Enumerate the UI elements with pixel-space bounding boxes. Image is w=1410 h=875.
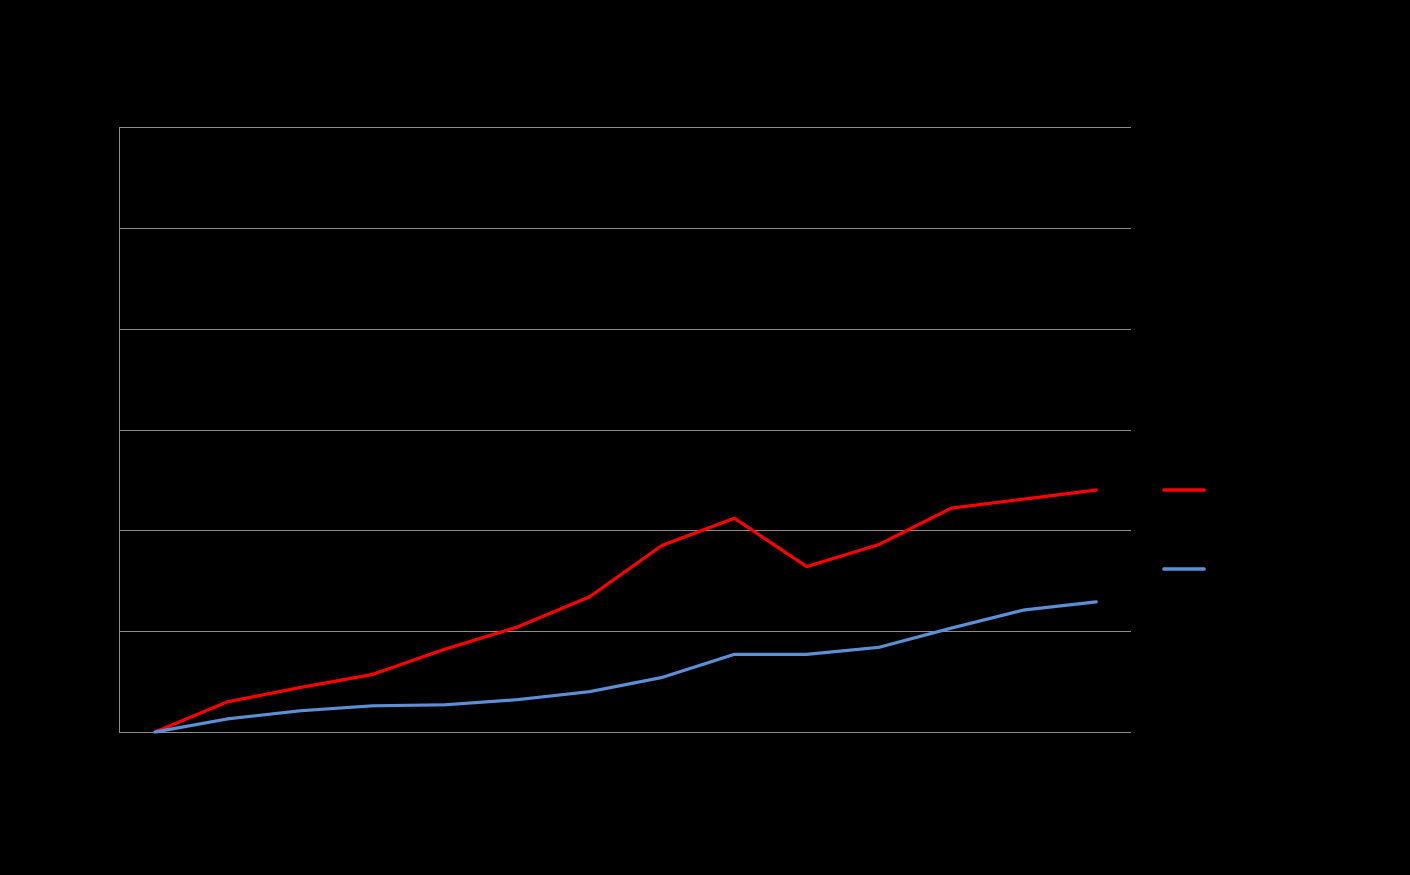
data-point-s1-4 bbox=[371, 673, 374, 676]
data-point-s2-4 bbox=[371, 704, 374, 707]
data-point-s1-5 bbox=[443, 648, 446, 651]
series-lines bbox=[153, 488, 1098, 734]
data-point-s2-6 bbox=[515, 698, 519, 701]
data-point-s1-7 bbox=[588, 595, 591, 599]
data-point-s2-3 bbox=[298, 709, 301, 712]
data-point-s1-12 bbox=[950, 506, 953, 510]
series-line-1 bbox=[153, 488, 1098, 734]
series-line-2 bbox=[153, 600, 1098, 734]
data-point-s1-10 bbox=[805, 565, 808, 568]
legend bbox=[1162, 488, 1206, 571]
data-point-s2-5 bbox=[443, 703, 446, 706]
data-point-s2-10 bbox=[805, 653, 808, 656]
data-point-s2-1 bbox=[153, 730, 157, 734]
data-point-s2-11 bbox=[877, 646, 881, 649]
data-point-s2-13 bbox=[1022, 608, 1025, 612]
data-point-s1-11 bbox=[877, 543, 881, 546]
data-point-s2-2 bbox=[226, 717, 229, 721]
data-point-s1-13 bbox=[1022, 497, 1025, 501]
data-point-s1-8 bbox=[660, 544, 663, 547]
data-point-s1-6 bbox=[515, 625, 519, 629]
data-point-s1-9 bbox=[733, 517, 736, 520]
data-point-s2-12 bbox=[950, 626, 953, 630]
data-point-s2-14 bbox=[1095, 600, 1098, 604]
gridlines bbox=[119, 127, 1131, 733]
data-point-s2-9 bbox=[733, 653, 736, 656]
data-point-s1-3 bbox=[298, 686, 301, 689]
data-point-s2-8 bbox=[660, 676, 663, 679]
data-point-s1-14 bbox=[1095, 488, 1098, 492]
data-point-s2-7 bbox=[588, 690, 591, 693]
data-point-s1-2 bbox=[226, 700, 229, 703]
